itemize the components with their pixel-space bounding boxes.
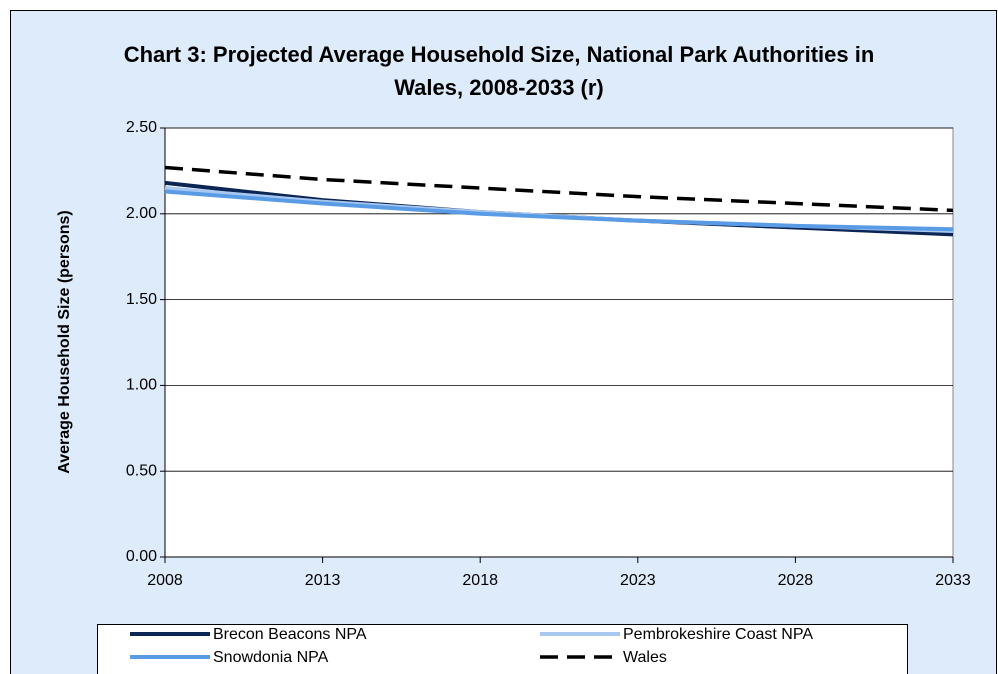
y-tick-label: 0.00 <box>126 548 157 565</box>
y-tick-label: 0.50 <box>126 462 157 479</box>
x-tick-label: 2013 <box>305 572 341 589</box>
x-tick-label: 2008 <box>147 572 183 589</box>
legend-label: Snowdonia NPA <box>213 649 329 666</box>
chart-title: Chart 3: Projected Average Household Siz… <box>123 42 875 100</box>
y-tick-label: 1.50 <box>126 291 157 308</box>
x-tick-label: 2033 <box>935 572 971 589</box>
legend <box>97 624 908 674</box>
y-tick-label: 2.00 <box>126 205 157 222</box>
series-line <box>164 189 954 232</box>
y-axis-label: Average Household Size (persons) <box>56 210 73 473</box>
series-line <box>164 165 954 213</box>
x-tick-label: 2018 <box>462 572 498 589</box>
x-tick-label: 2028 <box>778 572 814 589</box>
legend-label: Wales <box>623 649 667 666</box>
x-tick-label: 2023 <box>620 572 656 589</box>
y-tick-label: 2.50 <box>126 119 157 136</box>
legend-label: Brecon Beacons NPA <box>213 626 367 643</box>
y-tick-label: 1.00 <box>126 377 157 394</box>
legend-label: Pembrokeshire Coast NPA <box>623 626 813 643</box>
